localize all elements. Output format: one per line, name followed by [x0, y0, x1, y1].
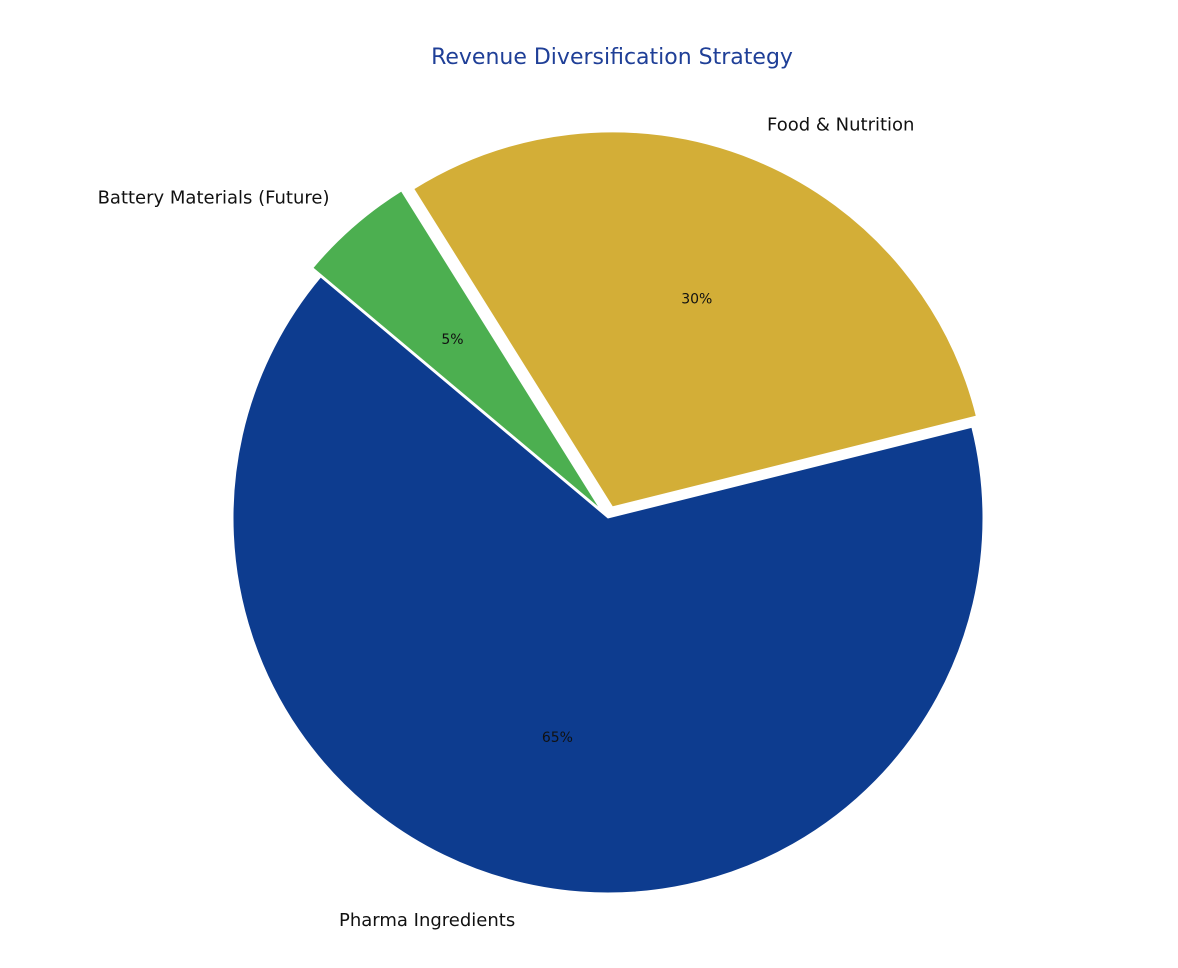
pie-slice-food-nutrition	[413, 131, 977, 508]
pie-value-label-pharma-ingredients: 65%	[542, 730, 573, 746]
pie-slices	[232, 131, 984, 894]
pie-category-label-battery-materials-future: Battery Materials (Future)	[98, 188, 330, 209]
pie-value-label-battery-materials-future: 5%	[441, 332, 463, 348]
pie-slice-battery-materials-future	[312, 190, 601, 510]
pie-category-label-food-nutrition: Food & Nutrition	[767, 114, 914, 135]
chart-title: Revenue Diversification Strategy	[431, 45, 793, 70]
pie-value-label-food-nutrition: 30%	[681, 291, 712, 307]
pie-category-label-pharma-ingredients: Pharma Ingredients	[339, 910, 515, 931]
pie-labels: 65% Pharma Ingredients 30% Food & Nutrition…	[98, 114, 915, 931]
pie-slice-pharma-ingredients	[232, 276, 984, 894]
